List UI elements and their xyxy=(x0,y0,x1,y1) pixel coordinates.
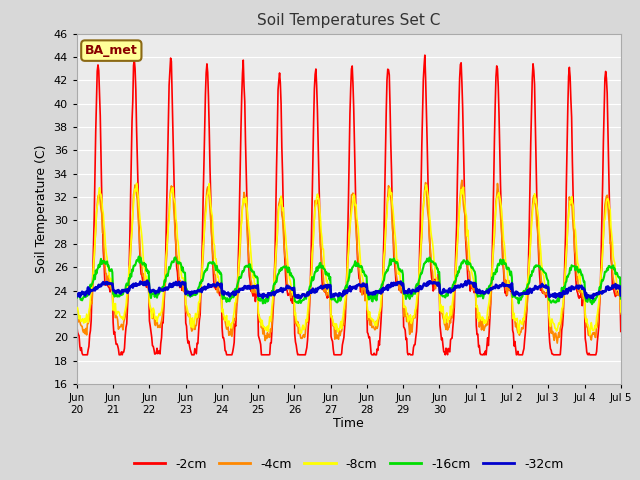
Legend: -2cm, -4cm, -8cm, -16cm, -32cm: -2cm, -4cm, -8cm, -16cm, -32cm xyxy=(129,453,568,476)
X-axis label: Time: Time xyxy=(333,418,364,431)
Y-axis label: Soil Temperature (C): Soil Temperature (C) xyxy=(35,144,48,273)
Text: BA_met: BA_met xyxy=(85,44,138,57)
Title: Soil Temperatures Set C: Soil Temperatures Set C xyxy=(257,13,440,28)
